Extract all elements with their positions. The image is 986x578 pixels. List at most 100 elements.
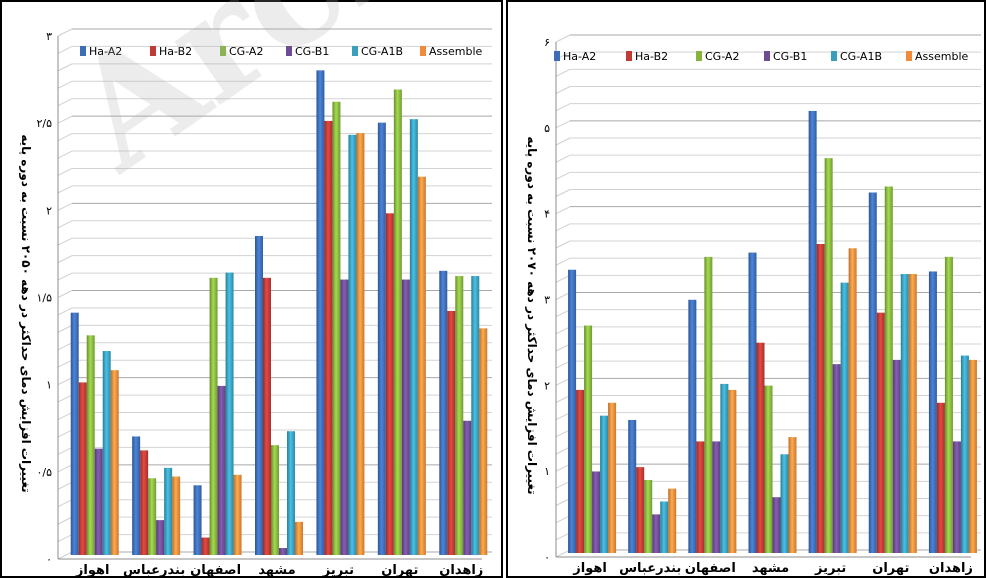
legend-label: Ha-B2 — [159, 45, 192, 58]
bar — [479, 328, 488, 555]
bar — [628, 419, 637, 553]
bar — [668, 488, 677, 553]
bar — [78, 382, 87, 555]
legend-swatch — [220, 46, 226, 56]
gridline-perspective — [555, 532, 571, 541]
bar — [608, 402, 617, 553]
bar — [772, 497, 781, 553]
bar — [960, 355, 969, 553]
bar — [393, 89, 402, 555]
gridline-perspective — [555, 206, 571, 215]
gridline-perspective — [57, 63, 73, 72]
bar — [295, 521, 303, 555]
legend-swatch — [80, 46, 86, 56]
y-tick-label: ۲ — [544, 379, 550, 392]
bar — [584, 325, 593, 553]
x-tick-label: مشهد — [258, 563, 295, 578]
legend-label: CG-A1B — [840, 50, 882, 63]
bar — [592, 471, 601, 553]
bar — [348, 134, 357, 555]
gridline-perspective — [555, 498, 571, 506]
gridline-perspective — [57, 516, 73, 525]
legend-swatch — [626, 51, 632, 61]
bar — [233, 474, 242, 555]
legend-label: Ha-A2 — [89, 45, 122, 58]
gridline-perspective — [57, 150, 73, 159]
bar — [568, 269, 577, 553]
legend-swatch — [286, 46, 292, 56]
y-tick-label: ۲/۵ — [36, 117, 52, 130]
gridline-perspective — [555, 257, 571, 266]
bar — [824, 158, 833, 553]
gridline-perspective — [57, 272, 73, 281]
bar — [636, 467, 645, 553]
gridline-perspective — [57, 45, 73, 54]
bar — [840, 282, 849, 553]
x-tick-label: مشهد — [752, 561, 789, 576]
gridline-perspective — [555, 395, 571, 403]
gridline-perspective — [57, 429, 73, 438]
y-tick-label: ۰ — [544, 551, 550, 564]
bar — [110, 370, 119, 555]
bar — [936, 402, 945, 553]
bar — [324, 120, 333, 555]
bar — [748, 252, 757, 554]
gridline-perspective — [57, 220, 73, 229]
legend-label: Ha-B2 — [635, 50, 668, 63]
gridline-perspective — [555, 429, 571, 438]
gridline-perspective — [57, 115, 73, 124]
bar-chart-2050: ۰ ۰/۵ ۱ ۱/۵ ۲ ۲/۵ ۳ اهواز بندرعباس اصفهان مشهد تبری… — [18, 28, 492, 578]
bar — [908, 274, 917, 553]
legend-label: Ha-A2 — [563, 50, 596, 63]
bar — [148, 478, 157, 555]
bar — [263, 277, 271, 555]
bar — [447, 310, 456, 555]
bar — [439, 270, 448, 555]
gridline-perspective — [57, 342, 73, 351]
bar — [892, 359, 901, 553]
gridline-perspective — [57, 307, 73, 316]
bar — [780, 454, 789, 553]
bar — [944, 256, 953, 553]
bar — [172, 476, 181, 555]
legend-swatch — [906, 51, 912, 61]
gridline-perspective — [555, 154, 571, 163]
gridline-perspective — [57, 499, 73, 508]
bar — [688, 299, 697, 553]
bar — [209, 277, 218, 555]
bar — [164, 467, 173, 555]
gridline-perspective — [555, 137, 571, 146]
bar — [287, 431, 295, 555]
y-tick-label: ۱/۵ — [36, 292, 52, 305]
bar — [900, 274, 909, 553]
x-tick-label: تهران — [872, 561, 909, 576]
legend-label: CG-A2 — [705, 50, 739, 63]
legend-label: CG-A2 — [229, 45, 263, 58]
gridline-perspective — [555, 463, 571, 472]
gridline-perspective — [57, 412, 73, 420]
bar — [696, 441, 705, 553]
gridline-perspective — [555, 360, 571, 369]
legend-label: Assemble — [429, 45, 483, 58]
gridline-perspective — [57, 394, 73, 403]
bar — [225, 272, 234, 555]
bar — [409, 119, 418, 556]
bar — [385, 213, 394, 555]
bar-chart-2070: ۰ ۱ ۲ ۳ ۴ ۵ ۶ اهواز بندرعباس اصفهان مشهد تبریز تهران… — [524, 34, 981, 576]
gridline-perspective — [555, 377, 571, 386]
bar — [193, 485, 202, 555]
legend-swatch — [764, 51, 770, 61]
gridline-perspective — [57, 534, 73, 543]
gridline-perspective — [555, 223, 571, 232]
bar — [255, 235, 263, 555]
bar — [356, 133, 365, 555]
x-tick-label: زاهدان — [439, 563, 483, 578]
bar — [576, 389, 585, 553]
bar — [377, 122, 386, 556]
chart-panel-2050: ۰ ۰/۵ ۱ ۱/۵ ۲ ۲/۵ ۳ اهواز بندرعباس اصفهان مشهد تبری… — [0, 0, 503, 578]
gridline-perspective — [57, 98, 73, 107]
legend-swatch — [420, 46, 426, 56]
gridline-perspective — [57, 290, 73, 298]
x-tick-label: زاهدان — [929, 561, 973, 576]
gridline-perspective — [555, 86, 571, 94]
